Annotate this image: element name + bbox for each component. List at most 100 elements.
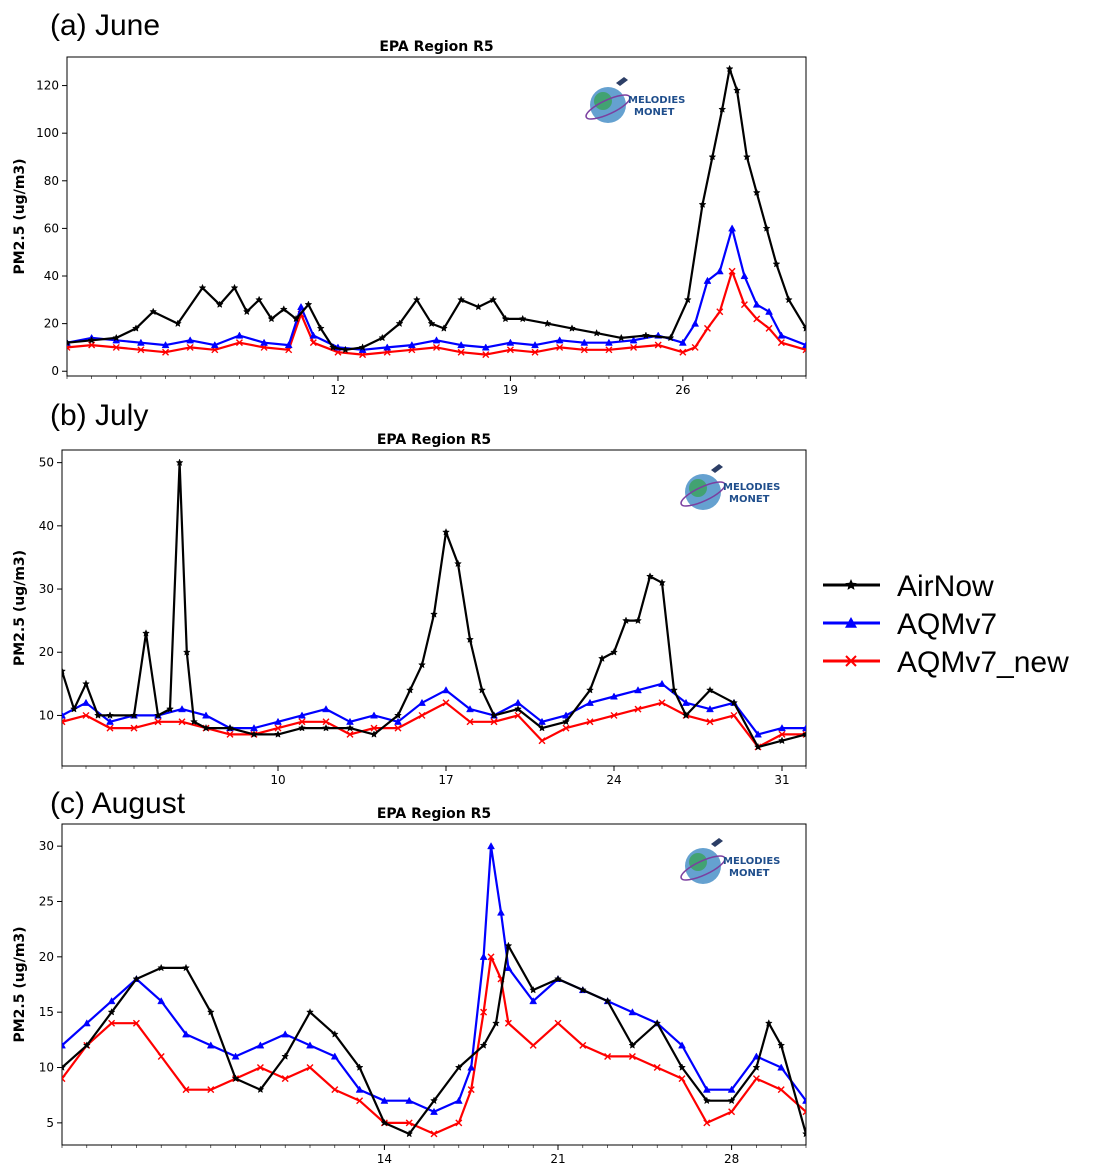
- legend-marker: [845, 579, 857, 590]
- data-point: [457, 341, 466, 349]
- data-point: [370, 724, 378, 732]
- data-point: [506, 346, 514, 354]
- data-point: [309, 339, 317, 347]
- data-point: [182, 963, 190, 972]
- data-point: [703, 324, 711, 332]
- logo-text-line-2: MONET: [634, 107, 675, 118]
- data-point: [406, 686, 414, 694]
- data-point: [457, 348, 465, 356]
- data-point: [578, 985, 587, 994]
- data-point: [568, 324, 576, 332]
- data-point: [706, 705, 714, 713]
- data-point: [467, 1086, 475, 1094]
- x-tick-label: 10: [270, 773, 285, 787]
- data-point: [329, 343, 338, 351]
- data-point: [162, 348, 170, 356]
- data-point: [394, 711, 402, 719]
- data-point: [82, 711, 90, 719]
- data-point: [772, 259, 781, 268]
- data-point: [62, 1063, 66, 1071]
- data-point: [442, 528, 450, 536]
- data-point: [752, 300, 761, 308]
- data-point: [514, 711, 522, 719]
- x-tick-label: 31: [774, 773, 789, 787]
- data-point: [466, 718, 474, 726]
- y-tick-label: 120: [36, 79, 59, 93]
- data-point: [279, 305, 288, 313]
- y-tick-label: 20: [39, 950, 54, 964]
- data-point: [405, 1096, 414, 1104]
- data-point: [281, 1030, 290, 1038]
- data-point: [554, 1019, 562, 1027]
- data-point: [306, 1064, 314, 1072]
- data-point: [235, 331, 244, 339]
- logo-text-line-2: MONET: [729, 868, 770, 879]
- y-tick-label: 20: [44, 317, 59, 331]
- data-point: [479, 1041, 488, 1049]
- data-point: [206, 1041, 215, 1049]
- data-point: [62, 1075, 66, 1083]
- data-point: [175, 458, 184, 467]
- series-airnow: [62, 458, 806, 751]
- data-point: [418, 660, 426, 669]
- y-tick-label: 10: [39, 1061, 54, 1075]
- data-point: [166, 704, 174, 713]
- data-point: [405, 1129, 414, 1138]
- data-point: [274, 717, 282, 725]
- data-point: [634, 705, 642, 713]
- data-point: [430, 610, 438, 618]
- data-point: [454, 1063, 463, 1071]
- data-point: [778, 730, 786, 738]
- data-point: [617, 333, 626, 342]
- data-point: [267, 314, 276, 323]
- data-point: [108, 1019, 116, 1027]
- data-point: [322, 705, 330, 713]
- data-point: [492, 1019, 500, 1027]
- data-point: [586, 686, 594, 694]
- data-point: [727, 1085, 736, 1093]
- data-point: [658, 578, 666, 587]
- data-point: [62, 667, 66, 675]
- data-point: [457, 295, 466, 304]
- data-point: [284, 341, 293, 349]
- data-point: [630, 343, 638, 351]
- data-point: [538, 723, 546, 732]
- data-point: [250, 730, 258, 738]
- data-point: [106, 717, 114, 725]
- data-point: [708, 152, 717, 161]
- data-point: [678, 1075, 686, 1083]
- y-tick-label: 25: [39, 894, 54, 908]
- y-tick-label: 10: [39, 708, 54, 722]
- data-point: [186, 336, 195, 344]
- data-point: [306, 1041, 314, 1049]
- y-tick-label: 0: [51, 364, 59, 378]
- data-point: [691, 319, 700, 327]
- data-point: [646, 572, 654, 580]
- data-point: [727, 1096, 736, 1105]
- data-point: [331, 1086, 339, 1094]
- data-point: [610, 648, 618, 656]
- series-aqmv7: [67, 224, 806, 353]
- data-point: [480, 1008, 488, 1016]
- data-point: [407, 341, 416, 349]
- series-line: [67, 270, 806, 356]
- data-point: [260, 338, 268, 346]
- data-point: [634, 686, 642, 694]
- data-point: [706, 718, 714, 726]
- data-point: [678, 338, 687, 346]
- data-point: [718, 105, 727, 113]
- data-point: [490, 711, 498, 719]
- data-point: [137, 346, 145, 354]
- y-tick-label: 5: [46, 1116, 54, 1130]
- data-point: [592, 328, 601, 337]
- data-point: [802, 1129, 806, 1138]
- data-point: [698, 200, 707, 208]
- logo-text-line-1: MELODIES: [628, 95, 685, 106]
- data-point: [82, 1041, 91, 1049]
- data-point: [190, 717, 198, 726]
- data-point: [628, 1041, 637, 1049]
- data-point: [226, 723, 234, 732]
- series-line: [62, 845, 806, 1113]
- data-point: [198, 283, 207, 292]
